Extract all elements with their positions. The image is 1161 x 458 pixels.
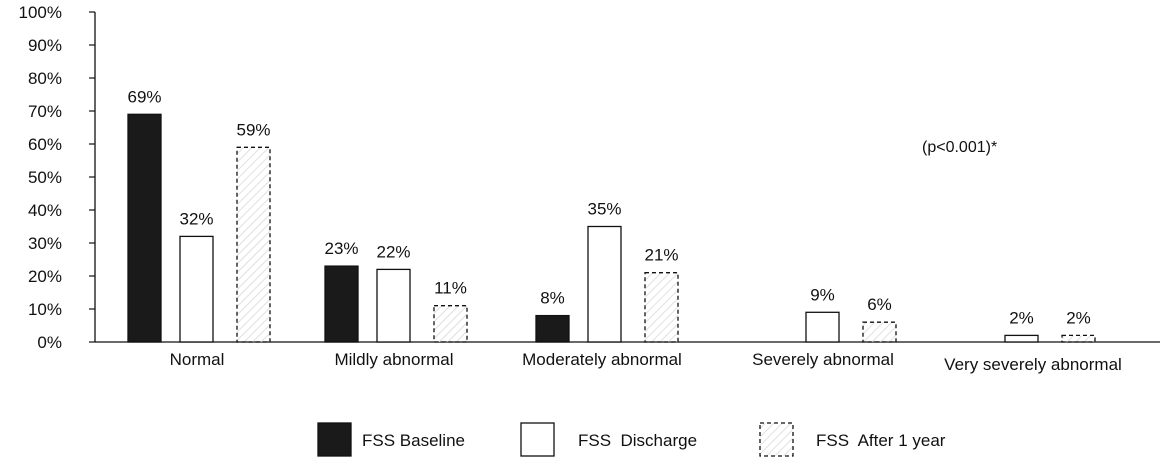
y-tick-label: 30% — [28, 234, 62, 253]
x-category-label: Moderately abnormal — [522, 350, 682, 369]
y-tick-label: 70% — [28, 102, 62, 121]
x-category-label: Normal — [170, 350, 225, 369]
bar-discharge — [179, 235, 214, 343]
y-tick-label: 90% — [28, 36, 62, 55]
bar-value-label: 6% — [867, 295, 892, 314]
x-category-label: Severely abnormal — [752, 350, 894, 369]
y-tick-label: 20% — [28, 267, 62, 286]
bar-after-1-year — [236, 146, 271, 343]
legend-discharge: FSS Discharge — [520, 422, 697, 457]
legend: FSS Baseline FSS Discharge FSS After 1 yea… — [317, 422, 946, 457]
legend-label: FSS Baseline — [362, 431, 465, 450]
legend-swatch — [317, 422, 352, 457]
bar-after-1-year — [862, 321, 897, 343]
y-tick-label: 80% — [28, 69, 62, 88]
bar-value-label: 8% — [540, 289, 565, 308]
bar-baseline — [324, 265, 359, 343]
y-tick-label: 10% — [28, 300, 62, 319]
y-tick-label: 50% — [28, 168, 62, 187]
y-tick-label: 60% — [28, 135, 62, 154]
bar-value-label: 2% — [1066, 308, 1091, 327]
legend-after-1-year: FSS After 1 year — [759, 422, 946, 457]
y-tick-label: 40% — [28, 201, 62, 220]
bar-value-label: 9% — [810, 285, 835, 304]
legend-label: FSS After 1 year — [816, 431, 946, 450]
bar-value-label: 21% — [644, 246, 678, 265]
bar-baseline — [127, 113, 162, 343]
y-tick-label: 0% — [37, 333, 62, 352]
bar-after-1-year — [644, 272, 679, 343]
x-category-label: Very severely abnormal — [944, 355, 1122, 374]
bar-discharge — [805, 311, 840, 343]
data-labels: 69% 23% 8% 32% 22% 35% 9% 2% 59% 11% 21% 6% 2% — [127, 87, 1090, 327]
bar-value-label: 35% — [587, 200, 621, 219]
legend-swatch — [759, 422, 794, 457]
bar-value-label: 23% — [324, 239, 358, 258]
legend-baseline: FSS Baseline — [317, 422, 465, 457]
bar-value-label: 11% — [434, 279, 467, 298]
bar-baseline — [535, 314, 570, 343]
bar-discharge — [376, 268, 411, 343]
bar-after-1-year — [1061, 334, 1096, 343]
significance-annotation: (p<0.001)* — [922, 139, 997, 156]
bar-after-1-year — [433, 305, 468, 343]
bars — [127, 113, 1096, 343]
legend-swatch — [520, 422, 555, 457]
bar-value-label: 2% — [1009, 308, 1034, 327]
bar-value-label: 69% — [127, 87, 161, 106]
y-tick-label: 100% — [19, 3, 62, 22]
legend-label: FSS Discharge — [578, 431, 697, 450]
bar-discharge — [587, 225, 622, 343]
x-category-label: Mildly abnormal — [334, 350, 453, 369]
bar-value-label: 22% — [376, 242, 410, 261]
bar-value-label: 59% — [236, 120, 270, 139]
bar-value-label: 32% — [179, 209, 213, 228]
axes: 0% 10% 20% 30% 40% 50% 60% 70% 80% 90% 100% Normal M… — [19, 3, 1160, 374]
bar-discharge — [1004, 334, 1039, 343]
